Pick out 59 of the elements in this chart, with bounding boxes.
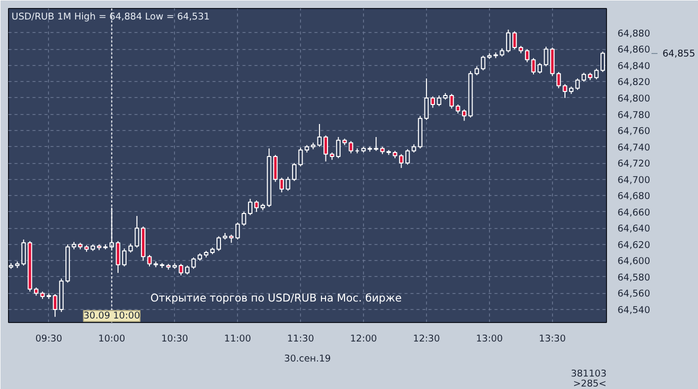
candlestick	[462, 108, 466, 122]
y-tick-label: 64,620	[618, 240, 650, 251]
candlestick	[134, 215, 140, 248]
x-tick-label: 12:00	[350, 334, 378, 344]
x-tick-label: 13:30	[538, 334, 566, 344]
candlestick	[538, 62, 542, 74]
text: >285<	[573, 378, 606, 389]
y-tick-label: 64,600	[618, 256, 650, 268]
text: 64,855	[662, 48, 696, 60]
candlestick	[191, 256, 196, 270]
x-tick-label: 13:00	[476, 334, 503, 344]
y-tick-label: 64,740	[618, 142, 650, 154]
x-tick-label: 11:30	[287, 334, 314, 344]
candlestick	[235, 222, 240, 240]
y-tick-label: 64,580	[618, 272, 650, 284]
candlestick	[324, 134, 328, 162]
y-tick-label: 64,720	[618, 158, 650, 170]
x-axis-title: 30.сен.19	[284, 354, 331, 364]
candlestick	[248, 198, 252, 216]
y-tick-label: 64,840	[618, 60, 650, 72]
y-tick-label: 64,780	[618, 110, 650, 121]
candlestick	[242, 211, 246, 226]
candlestick	[298, 147, 303, 167]
y-tick-label: 64,700	[618, 174, 650, 186]
candlestick	[292, 162, 297, 182]
candlestick	[147, 254, 152, 267]
y-tick-label: 64,680	[618, 191, 650, 202]
x-tick-label: 10:00	[98, 334, 126, 344]
y-tick-label: 64,560	[618, 288, 650, 300]
y-tick-label: 64,540	[618, 304, 650, 316]
candlestick	[216, 236, 221, 252]
candlestick	[512, 30, 517, 50]
candlestick	[531, 58, 536, 75]
candlestick	[405, 148, 410, 166]
candlestick	[254, 200, 259, 212]
chart-title: USD/RUB 1M High = 64,884 Low = 64,531	[12, 12, 210, 22]
y-tick-label: 64,860	[618, 44, 650, 56]
x-tick-label: 09:30	[35, 334, 62, 344]
y-tick-label: 64,660	[618, 207, 650, 218]
x-tick-label: 11:00	[224, 334, 252, 344]
y-tick-label: 64,800	[618, 93, 650, 104]
candlestick	[279, 177, 284, 193]
y-tick-label: 64,820	[618, 77, 650, 88]
x-tick-label: 12:30	[413, 334, 440, 344]
candlestick	[399, 154, 404, 168]
candlestick	[430, 96, 435, 108]
x-tick-label: 10:30	[161, 334, 188, 344]
candlestick	[449, 93, 454, 110]
text: 381103	[570, 368, 607, 380]
candlestick	[506, 29, 511, 53]
y-tick-label: 64,640	[618, 224, 650, 235]
y-tick-label: 64,760	[618, 126, 650, 138]
y-tick-label: 64,880	[618, 28, 650, 40]
annotation: Открытие торгов по USD/RUB на Мос. бирже	[150, 292, 402, 304]
candlestick	[436, 95, 442, 107]
candlestick	[524, 48, 530, 63]
candlestick	[317, 124, 322, 148]
candlestick	[575, 78, 580, 90]
ref-line-label: 30.09 10:00	[83, 310, 140, 322]
